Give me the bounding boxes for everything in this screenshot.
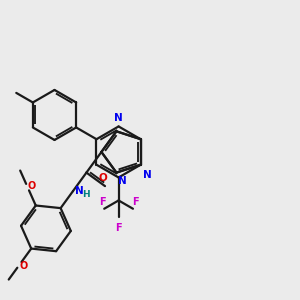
Text: F: F <box>132 197 139 207</box>
Text: N: N <box>114 113 123 124</box>
Text: O: O <box>28 181 36 191</box>
Text: N: N <box>118 176 127 186</box>
Text: F: F <box>99 197 105 207</box>
Text: O: O <box>20 261 28 271</box>
Text: O: O <box>99 173 107 183</box>
Text: H: H <box>82 190 89 199</box>
Text: N: N <box>75 186 84 196</box>
Text: N: N <box>143 169 152 180</box>
Text: F: F <box>115 223 122 232</box>
